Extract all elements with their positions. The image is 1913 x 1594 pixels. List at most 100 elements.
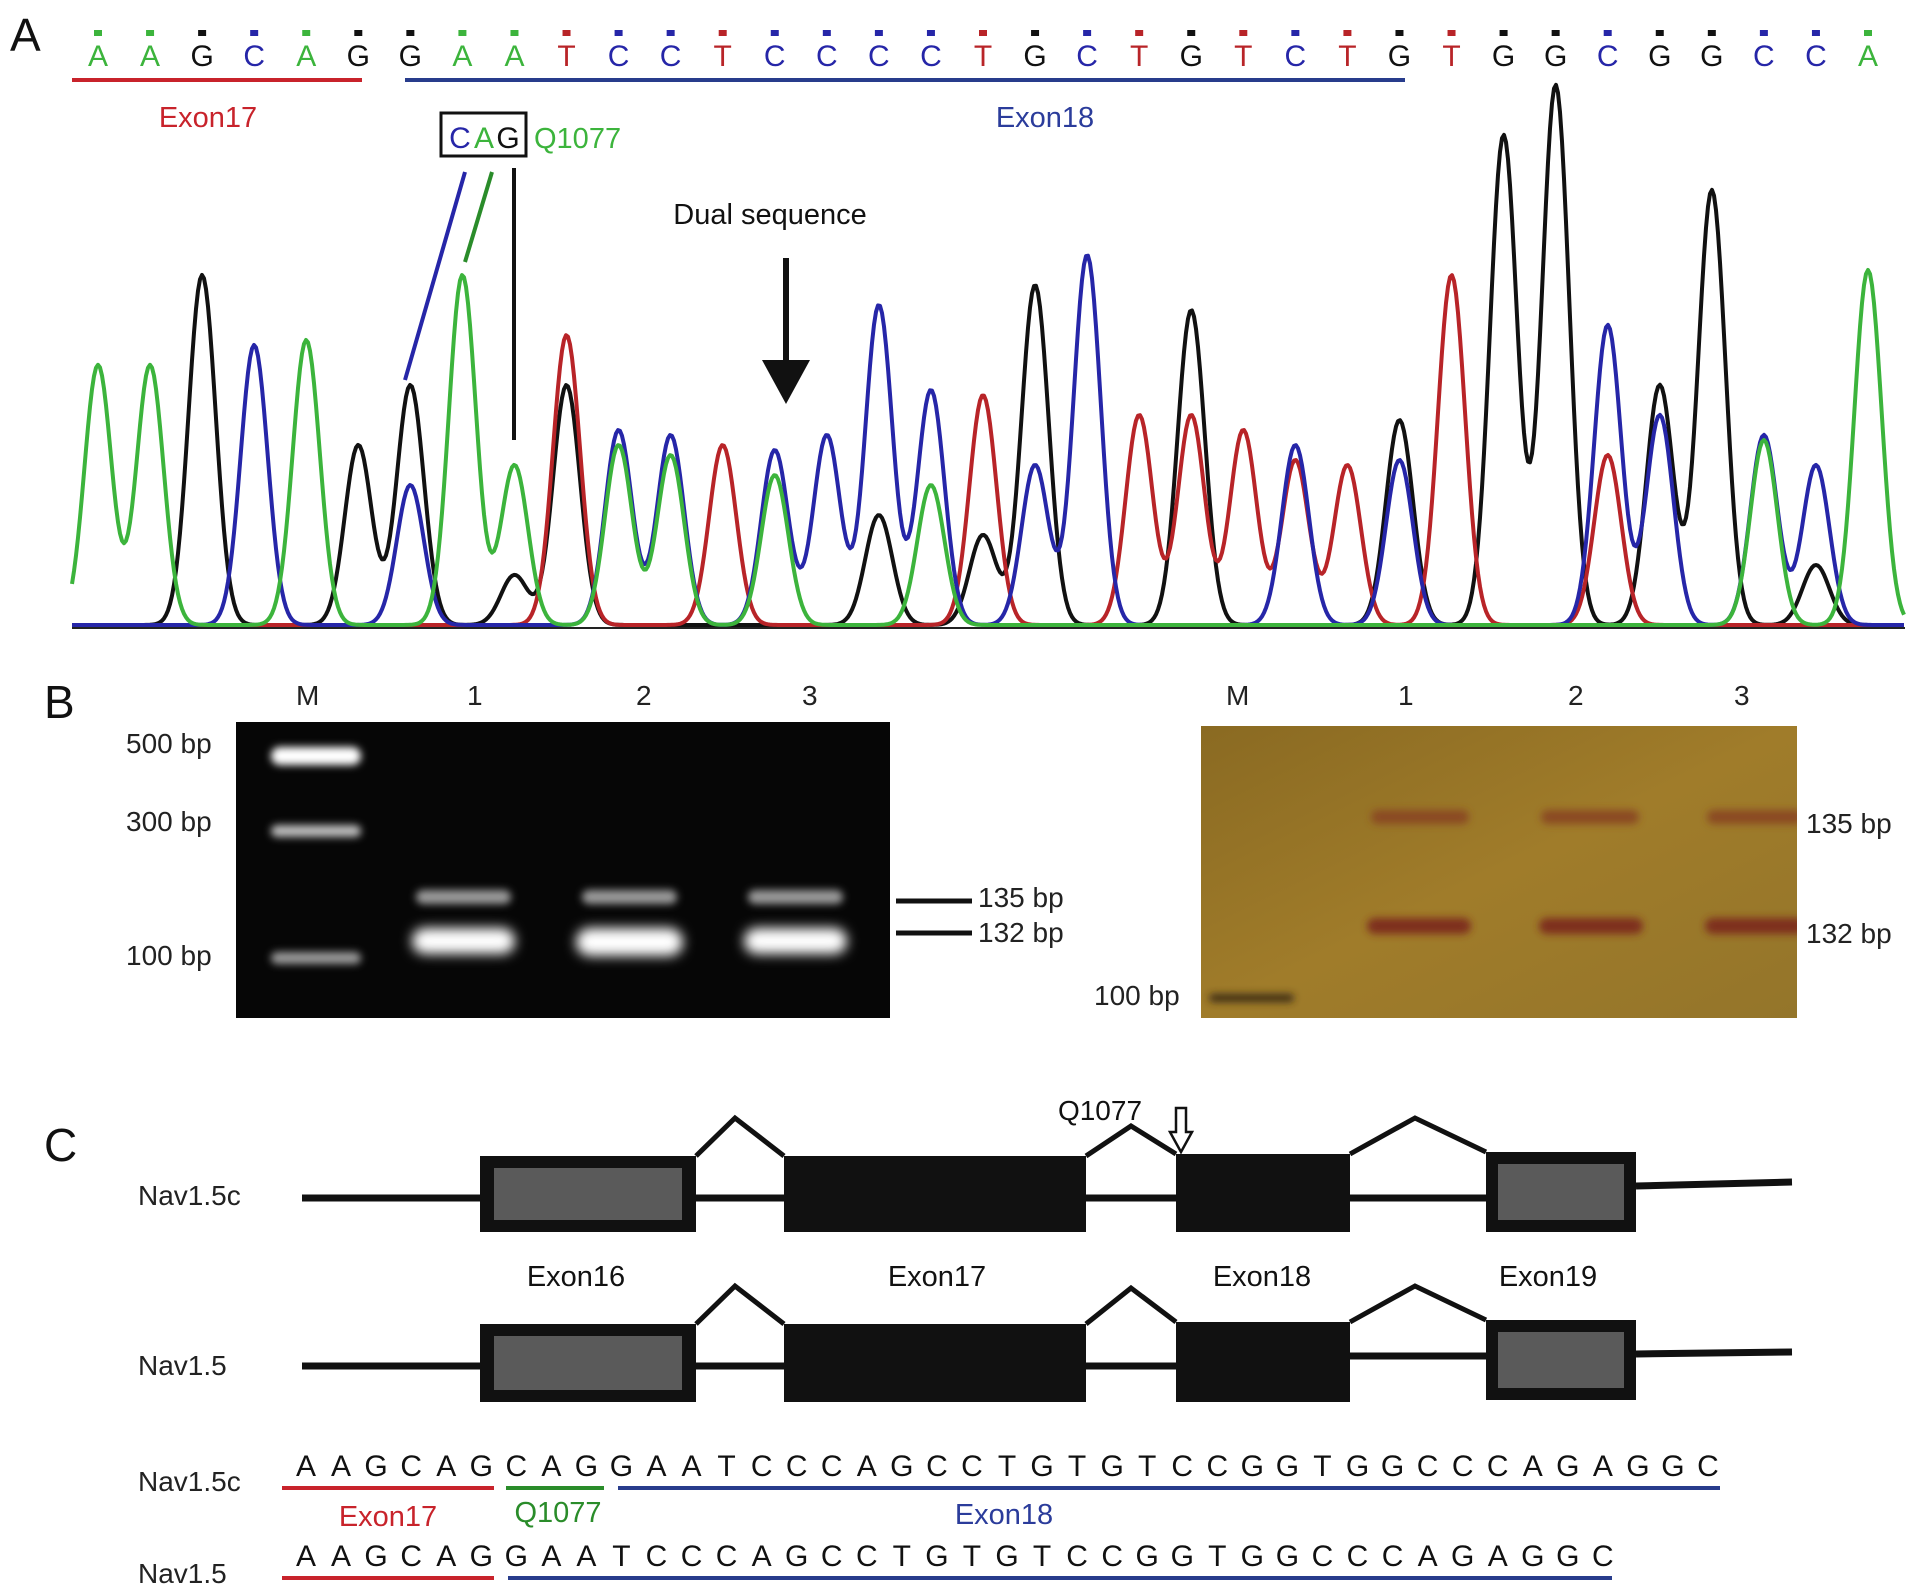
silver-gel-background [1201, 726, 1797, 1018]
right-lane-m: M [1226, 680, 1250, 711]
base-call: G [1180, 40, 1203, 73]
exon17-label: Exon17 [159, 102, 257, 134]
sequence-base: C [1417, 1450, 1439, 1483]
base-call: G [1492, 40, 1515, 73]
sequence-base: T [1313, 1450, 1331, 1483]
base-call: C [868, 40, 890, 73]
sequence-base: C [1206, 1450, 1228, 1483]
sequence-base: G [1276, 1450, 1299, 1483]
base-call: C [764, 40, 786, 73]
right-lane3-band-132 [1705, 918, 1797, 934]
chromatogram-traces [70, 82, 1906, 627]
sequence-base: G [505, 1540, 528, 1573]
base-call: C [1597, 40, 1619, 73]
base-call: C [816, 40, 838, 73]
sequence-base: G [575, 1450, 598, 1483]
base-call-tick [614, 30, 623, 36]
nav15c-exon18 [1176, 1154, 1350, 1232]
base-call-tick [874, 30, 883, 36]
base-call: C [1753, 40, 1775, 73]
lane1-band-132 [412, 928, 515, 954]
right-ladder-band-100 [1209, 994, 1294, 1002]
nav15c-splice-16-17 [694, 1114, 786, 1158]
base-call-tick [458, 30, 467, 36]
seq-isoform-label-nav15c: Nav1.5c [138, 1466, 241, 1497]
sequence-base: G [364, 1450, 387, 1483]
base-call-tick [1395, 30, 1404, 36]
codon-base-2: A [474, 122, 494, 155]
dual-arrow-head [762, 360, 810, 404]
base-call: C [243, 40, 265, 73]
base-call-tick [1135, 30, 1144, 36]
sequence-base: C [1487, 1450, 1509, 1483]
sequence-base: C [1066, 1540, 1088, 1573]
lane2-band-135 [582, 890, 677, 904]
lane2-band-132 [576, 928, 683, 956]
sequence-base: C [1452, 1450, 1474, 1483]
sequence-base: A [541, 1540, 561, 1573]
base-call: C [1285, 40, 1307, 73]
base-call: G [1544, 40, 1567, 73]
base-call: C [1805, 40, 1827, 73]
base-call-tick [1707, 30, 1716, 36]
codon-base-3: G [496, 122, 519, 155]
sequence-base: C [786, 1450, 808, 1483]
sequence-base: C [926, 1450, 948, 1483]
exon19-label: Exon19 [1499, 1261, 1597, 1293]
sequence-base: A [541, 1450, 561, 1483]
sequence-base: T [717, 1450, 735, 1483]
nav15-exon16-inner [494, 1336, 682, 1390]
sequence-base: C [716, 1540, 738, 1573]
sequence-base: C [1697, 1450, 1719, 1483]
codon-base-1: C [449, 122, 471, 155]
sequence-base: G [1556, 1450, 1579, 1483]
exon17-diagram-label: Exon17 [888, 1261, 986, 1293]
agarose-gel [236, 722, 890, 1018]
isoform-label-nav15: Nav1.5 [138, 1350, 227, 1381]
base-call: G [1648, 40, 1671, 73]
sequence-base: G [1171, 1540, 1194, 1573]
isoform-label-nav15c: Nav1.5c [138, 1180, 241, 1211]
sequence-base: G [1276, 1540, 1299, 1573]
nav15c-exon16-inner [494, 1168, 682, 1220]
lane3-band-132 [744, 928, 847, 954]
sequence-base: G [610, 1450, 633, 1483]
base-call-tick [718, 30, 727, 36]
base-call: G [1023, 40, 1046, 73]
sequence-base: A [296, 1540, 316, 1573]
base-call-tick [94, 30, 102, 36]
sequence-base: C [1171, 1450, 1193, 1483]
base-call-tick [510, 30, 519, 36]
base-call: C [920, 40, 942, 73]
nav15-exon18 [1176, 1322, 1350, 1402]
sequence-base: A [331, 1450, 351, 1483]
nav15c-exon19-inner [1498, 1164, 1624, 1220]
q1077-site-label: Q1077 [1058, 1095, 1142, 1126]
base-call-tick [1239, 30, 1248, 36]
right-lane1-band-132 [1367, 918, 1471, 934]
base-call-tick [1291, 30, 1300, 36]
sequence-base: G [1521, 1540, 1544, 1573]
lane3-band-135 [748, 890, 843, 904]
nav15c-splice-18-19 [1348, 1115, 1488, 1157]
base-call: G [1388, 40, 1411, 73]
base-call: T [557, 40, 575, 73]
codon-link-c [403, 171, 467, 381]
seq-isoform-label-nav15: Nav1.5 [138, 1558, 227, 1589]
sequence-base: A [296, 1450, 316, 1483]
base-call: A [452, 40, 472, 73]
base-call-tick [979, 30, 987, 36]
base-call-tick [1187, 30, 1196, 36]
left-ladder-500: 500 bp [126, 728, 212, 759]
panel-c-letter: C [44, 1119, 78, 1171]
trace-G [72, 82, 1904, 627]
sequence-base: C [400, 1450, 422, 1483]
ladder-band-500 [271, 747, 361, 765]
base-call-tick [770, 30, 779, 36]
dual-sequence-label: Dual sequence [673, 199, 866, 231]
sequence-base: G [1241, 1540, 1264, 1573]
right-band-135-label: 135 bp [1806, 808, 1892, 839]
